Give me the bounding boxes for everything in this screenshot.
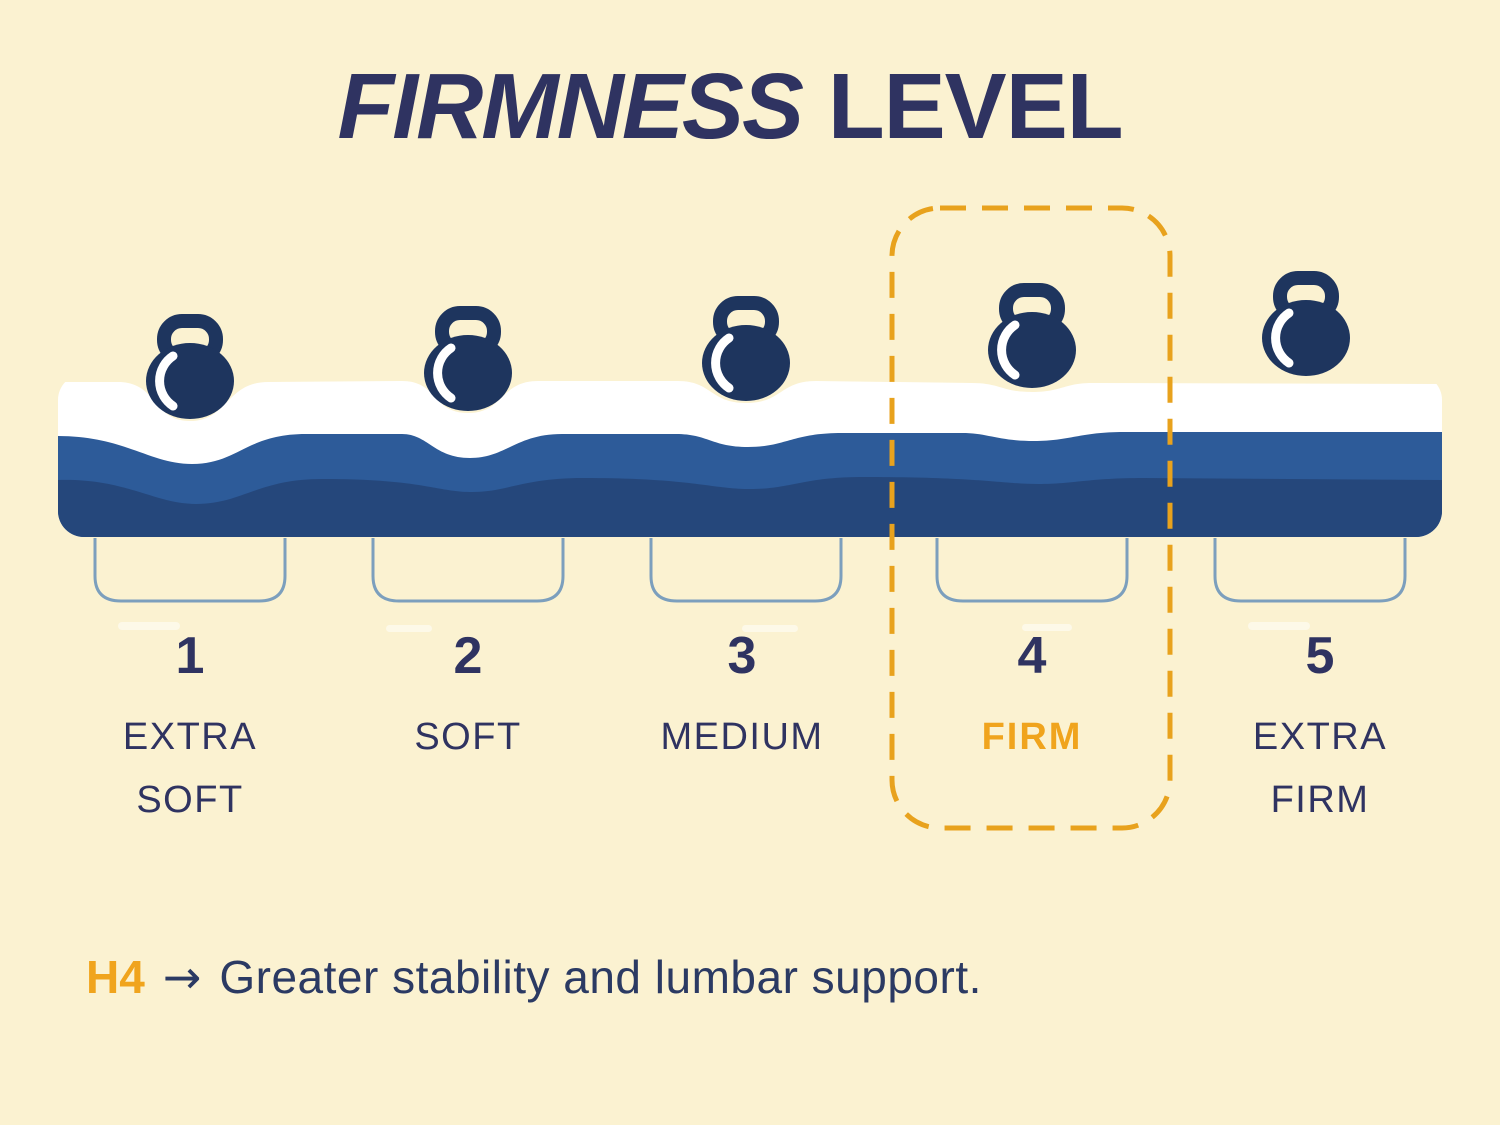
bed-leg — [935, 538, 1129, 603]
floor-highlights — [118, 622, 1310, 632]
bed-legs — [93, 538, 1407, 603]
right-arrow-icon: → — [162, 950, 202, 1004]
mattress-layer-bottom — [58, 477, 1442, 537]
kettlebell-icon — [424, 306, 512, 411]
bed-leg — [649, 538, 843, 603]
bed-leg — [1213, 538, 1407, 603]
bed-leg — [371, 538, 565, 603]
title-word-level: LEVEL — [827, 54, 1124, 158]
title-word-firmness: FIRMNESS — [337, 54, 804, 158]
kettlebell-row — [146, 271, 1350, 419]
kettlebell-icon — [702, 296, 790, 401]
kettlebell-icon — [146, 314, 234, 419]
kettlebell-icon — [988, 283, 1076, 388]
bed-leg — [93, 538, 287, 603]
kettlebell-icon — [1262, 271, 1350, 376]
firm-highlight-box — [889, 205, 1173, 831]
caption-prefix: H4 — [86, 951, 145, 1003]
caption-text: Greater stability and lumbar support. — [219, 951, 982, 1003]
mattress — [58, 381, 1442, 537]
page-title: FIRMNESS LEVEL — [0, 57, 1460, 156]
caption: H4 → Greater stability and lumbar suppor… — [86, 950, 982, 1005]
